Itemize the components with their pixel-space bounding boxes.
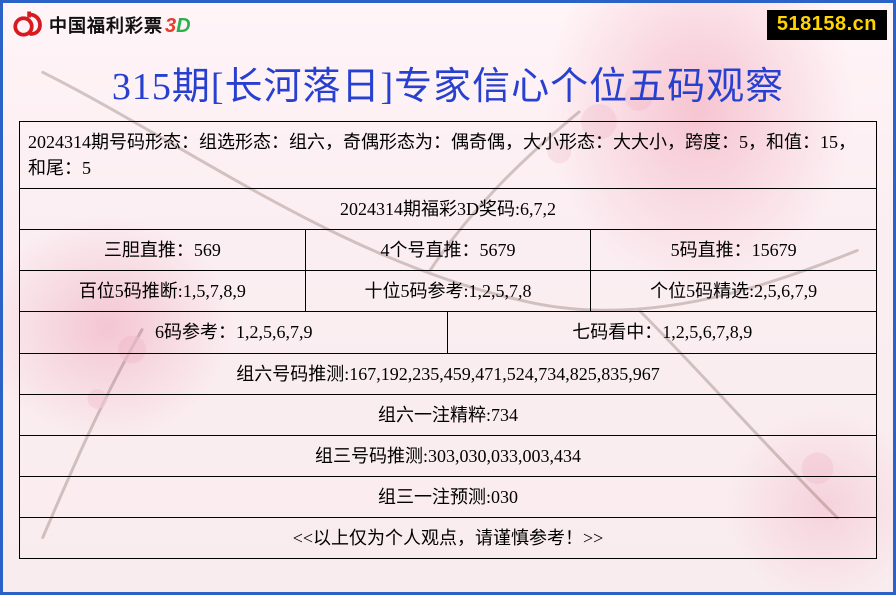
cell-group6-list: 组六号码推测:167,192,235,459,471,524,734,825,8…	[20, 353, 877, 394]
table-row: 组三一注预测:030	[20, 476, 877, 517]
cell-summary: 2024314期号码形态：组选形态：组六，奇偶形态为：偶奇偶，大小形态：大大小，…	[20, 122, 877, 189]
cell-ge: 个位5码精选:2,5,6,7,9	[591, 271, 877, 312]
cell-group6-pick: 组六一注精粹:734	[20, 394, 877, 435]
page-title: 315期[长河落日]专家信心个位五码观察	[3, 55, 893, 110]
lottery-logo-icon	[13, 10, 43, 40]
brand-3d-icon: 3D	[165, 15, 191, 38]
table-row: 2024314期福彩3D奖码:6,7,2	[20, 189, 877, 230]
cell-6ma: 6码参考：1,2,5,6,7,9	[20, 312, 448, 353]
table-row: 百位5码推断:1,5,7,8,9 十位5码参考:1,2,5,7,8 个位5码精选…	[20, 271, 877, 312]
cell-shi: 十位5码参考:1,2,5,7,8	[305, 271, 591, 312]
table-row: 组三号码推测:303,030,033,003,434	[20, 435, 877, 476]
cell-group3-pick: 组三一注预测:030	[20, 476, 877, 517]
cell-3dan: 三胆直推：569	[20, 230, 306, 271]
brand-cn: 中国福利彩票	[49, 12, 163, 38]
table-row: 三胆直推：569 4个号直推：5679 5码直推：15679	[20, 230, 877, 271]
cell-group3-list: 组三号码推测:303,030,033,003,434	[20, 435, 877, 476]
cell-4num: 4个号直推：5679	[305, 230, 591, 271]
table-row: 组六号码推测:167,192,235,459,471,524,734,825,8…	[20, 353, 877, 394]
table-row: 6码参考：1,2,5,6,7,9 七码看中：1,2,5,6,7,8,9	[20, 312, 877, 353]
top-bar: 中国福利彩票 3D 518158.cn	[13, 7, 887, 43]
site-badge: 518158.cn	[767, 10, 887, 40]
cell-award: 2024314期福彩3D奖码:6,7,2	[20, 189, 877, 230]
table-row: <<以上仅为个人观点，请谨慎参考！>>	[20, 517, 877, 558]
brand: 中国福利彩票 3D	[13, 10, 191, 40]
brand-text: 中国福利彩票 3D	[49, 12, 191, 38]
cell-5ma: 5码直推：15679	[591, 230, 877, 271]
cell-7ma: 七码看中：1,2,5,6,7,8,9	[448, 312, 877, 353]
prediction-table: 2024314期号码形态：组选形态：组六，奇偶形态为：偶奇偶，大小形态：大大小，…	[19, 121, 877, 559]
table-row: 2024314期号码形态：组选形态：组六，奇偶形态为：偶奇偶，大小形态：大大小，…	[20, 122, 877, 189]
table-row: 组六一注精粹:734	[20, 394, 877, 435]
cell-disclaimer: <<以上仅为个人观点，请谨慎参考！>>	[20, 517, 877, 558]
cell-bai: 百位5码推断:1,5,7,8,9	[20, 271, 306, 312]
